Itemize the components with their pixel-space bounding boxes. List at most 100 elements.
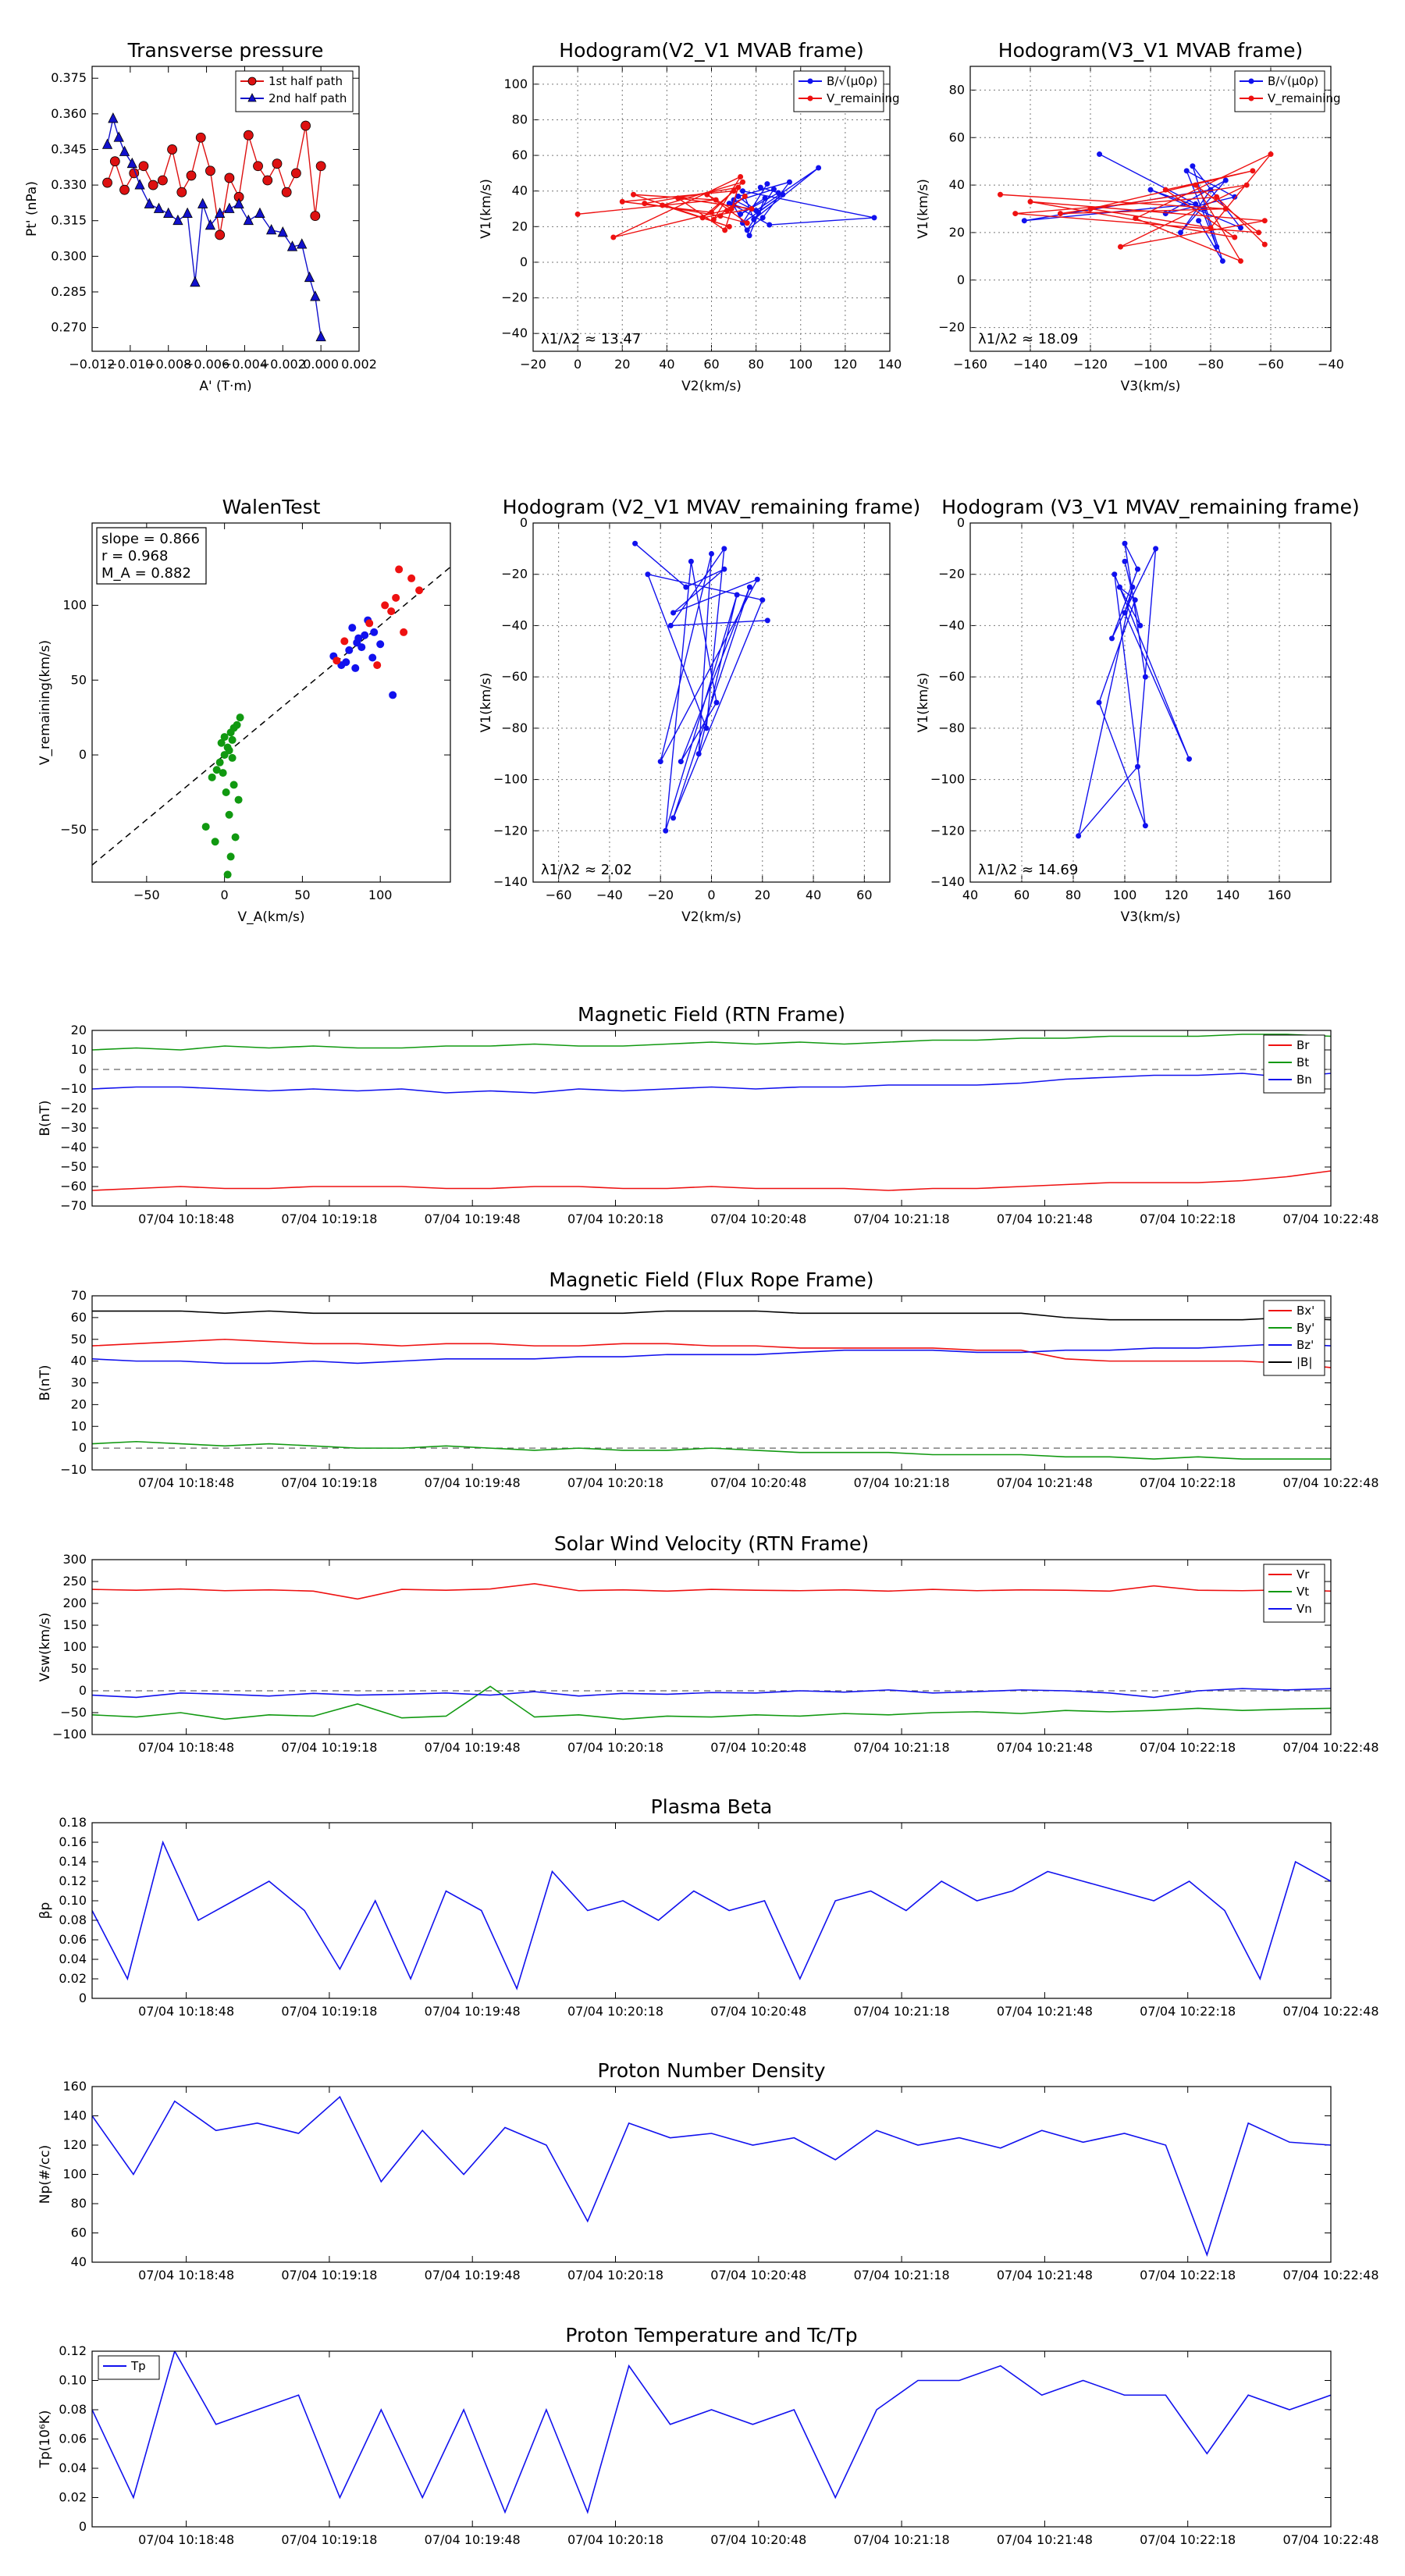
axes-frame <box>91 66 360 352</box>
x-tick-label: 40 <box>659 357 674 372</box>
series-line-By' <box>92 1440 1331 1460</box>
axes-frame <box>91 2350 1332 2528</box>
axes-frame <box>532 522 891 883</box>
series-line-Vr <box>92 1582 1331 1600</box>
x-tick-label: 07/04 10:22:18 <box>1140 1475 1236 1490</box>
data-point <box>767 222 773 228</box>
x-tick-label: 07/04 10:18:48 <box>138 2268 234 2282</box>
y-tick-label: −20 <box>501 567 528 582</box>
x-tick-label: −60 <box>546 888 572 902</box>
y-tick-label: 0.330 <box>51 177 87 192</box>
data-point <box>1122 610 1128 616</box>
x-tick-label: 07/04 10:20:48 <box>710 1740 806 1755</box>
axes-frame <box>91 1822 1332 1999</box>
axes-frame <box>91 1030 1332 1207</box>
data-point <box>667 622 674 628</box>
y-axis-label: Pt' (nPa) <box>24 181 40 237</box>
x-tick-label: 120 <box>1165 888 1189 902</box>
y-tick-label: 50 <box>71 672 87 687</box>
x-tick-label: 07/04 10:20:18 <box>567 2268 663 2282</box>
panel-hodogram_v2v1_mvab: Hodogram(V2_V1 MVAB frame) −20 0 20 40 60 80 10… <box>478 39 902 394</box>
y-tick-label: 0 <box>79 1062 87 1076</box>
data-point <box>224 202 235 213</box>
data-point <box>1087 206 1094 212</box>
series-line-|B| <box>92 1310 1331 1321</box>
data-point <box>153 202 165 213</box>
data-point <box>101 138 113 149</box>
x-tick-label: 07/04 10:20:48 <box>710 1475 806 1490</box>
x-axis-label: V_A(km/s) <box>237 909 304 925</box>
data-point <box>631 191 637 197</box>
data-point <box>297 238 308 249</box>
legend-label: By' <box>1297 1321 1314 1335</box>
legend: B/√(μ0ρ) V_remaining <box>1234 70 1341 112</box>
series-line-Bx' <box>92 1338 1331 1368</box>
data-point <box>1214 194 1220 200</box>
series-line-V_remaining <box>578 175 752 238</box>
data-point <box>1097 151 1103 158</box>
data-point <box>351 664 360 672</box>
data-point <box>173 214 183 226</box>
data-point <box>272 158 283 169</box>
data-point <box>361 631 369 639</box>
y-tick-label: 0 <box>957 272 965 287</box>
x-tick-label: 07/04 10:22:48 <box>1282 1212 1378 1226</box>
x-tick-label: 07/04 10:21:18 <box>854 2532 950 2547</box>
data-point <box>1122 558 1128 564</box>
x-tick-label: 40 <box>806 888 821 902</box>
plot-area <box>92 2095 1331 2258</box>
data-point <box>645 571 651 578</box>
chart-title: Magnetic Field (RTN Frame) <box>578 1003 845 1026</box>
data-point <box>703 725 710 731</box>
data-point <box>1096 699 1102 706</box>
data-point <box>392 593 400 602</box>
data-point <box>197 197 208 208</box>
data-point <box>215 207 226 218</box>
data-point <box>225 810 233 819</box>
data-point <box>376 640 385 649</box>
data-point <box>190 276 201 287</box>
stats-text: slope = 0.866 <box>101 531 200 547</box>
fit-line <box>92 566 450 866</box>
data-point <box>262 175 273 186</box>
data-point <box>222 788 230 796</box>
annotation-text: λ1/λ2 ≈ 13.47 <box>541 331 641 347</box>
y-tick-label: 20 <box>71 1023 87 1037</box>
data-point <box>660 202 666 208</box>
y-tick-label: 40 <box>512 183 528 198</box>
data-point <box>186 170 197 181</box>
annotation-text: λ1/λ2 ≈ 18.09 <box>978 331 1078 347</box>
x-tick-label: 07/04 10:19:18 <box>281 1212 377 1226</box>
y-tick-label: 0 <box>79 2519 87 2534</box>
data-point <box>211 838 219 846</box>
y-tick-label: 250 <box>62 1574 87 1589</box>
chart-title: Proton Temperature and Tc/Tp <box>565 2324 857 2347</box>
x-tick-label: −0.010 <box>107 357 153 372</box>
x-tick-label: 07/04 10:20:18 <box>567 2004 663 2019</box>
x-tick-label: 160 <box>1268 888 1292 902</box>
x-axis-label: V3(km/s) <box>1121 379 1181 394</box>
data-point <box>315 330 326 342</box>
data-point <box>231 833 240 841</box>
y-tick-label: −40 <box>501 326 528 340</box>
y-tick-label: −20 <box>501 290 528 305</box>
axes-frame <box>91 522 451 883</box>
data-point <box>726 223 732 229</box>
y-axis-label: B(nT) <box>37 1364 53 1400</box>
legend: Tp <box>98 2355 160 2380</box>
y-tick-label: 100 <box>62 597 87 612</box>
legend-box <box>98 2355 160 2380</box>
y-tick-label: 0.270 <box>51 320 87 335</box>
x-tick-label: −140 <box>1013 357 1048 372</box>
legend-label: Vn <box>1297 1602 1312 1616</box>
x-tick-label: 07/04 10:20:18 <box>567 2532 663 2547</box>
data-point <box>281 187 292 197</box>
x-tick-label: 07/04 10:22:18 <box>1140 2532 1236 2547</box>
y-tick-label: −100 <box>493 772 528 787</box>
data-point <box>574 211 581 217</box>
x-tick-label: 07/04 10:19:18 <box>281 2532 377 2547</box>
legend: B/√(μ0ρ) V_remaining <box>793 70 900 112</box>
y-tick-label: −50 <box>60 1705 87 1720</box>
legend-label: 1st half path <box>269 74 343 88</box>
x-tick-label: 0.002 <box>341 357 377 372</box>
